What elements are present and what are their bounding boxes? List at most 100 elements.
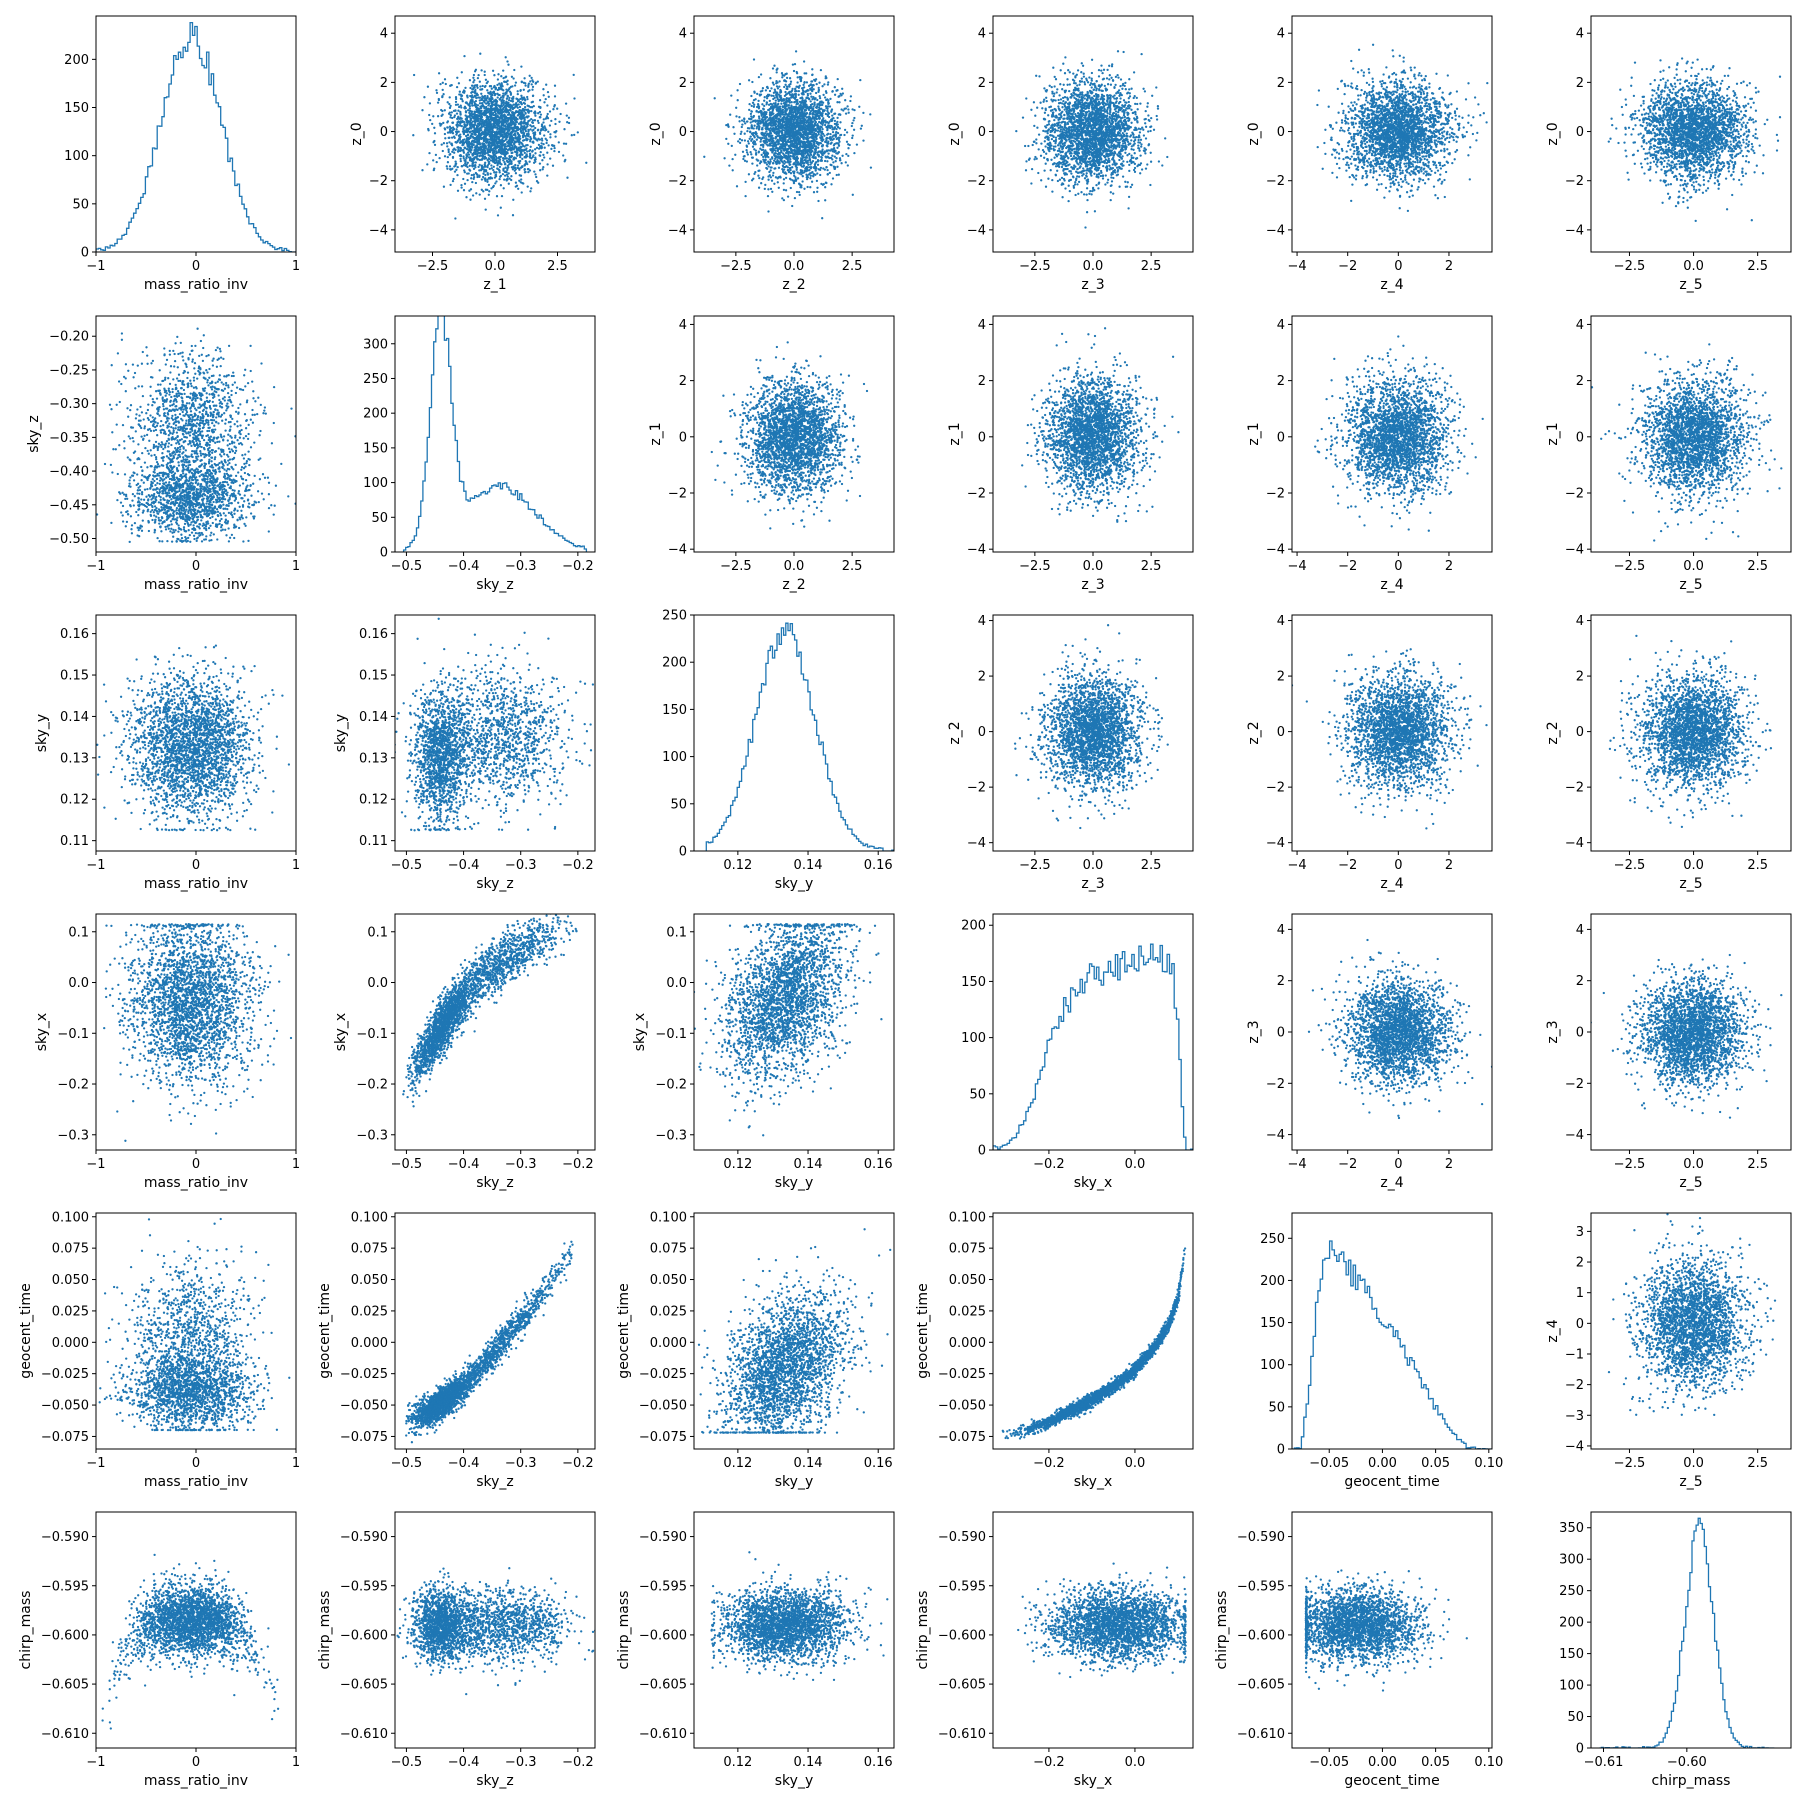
scatter-point	[434, 144, 436, 146]
scatter-point	[771, 117, 773, 119]
scatter-point	[510, 139, 512, 141]
scatter-point	[452, 178, 454, 180]
scatter-point	[489, 120, 491, 122]
scatter-point	[493, 123, 495, 125]
scatter-point	[501, 195, 503, 197]
scatter-point	[440, 109, 442, 111]
scatter-point	[491, 149, 493, 151]
scatter-point	[754, 143, 756, 145]
scatter-point	[785, 177, 787, 179]
scatter-point	[489, 85, 491, 87]
scatter-point	[510, 152, 512, 154]
scatter-point	[432, 115, 434, 117]
scatter-point	[523, 77, 525, 79]
scatter-point	[825, 156, 827, 158]
scatter-point	[474, 124, 476, 126]
scatter-point	[834, 155, 836, 157]
scatter-point	[776, 81, 778, 83]
scatter-point	[503, 178, 505, 180]
scatter-point	[500, 75, 502, 77]
y-tick-label: 0	[81, 246, 89, 261]
scatter-point	[435, 89, 437, 91]
scatter-point	[429, 102, 431, 104]
scatter-point	[817, 164, 819, 166]
scatter-point	[827, 115, 829, 117]
scatter-point	[480, 93, 482, 95]
scatter-point	[484, 177, 486, 179]
scatter-point	[540, 151, 542, 153]
scatter-point	[839, 121, 841, 123]
scatter-point	[514, 136, 516, 138]
scatter-point	[488, 194, 490, 196]
scatter-point	[501, 128, 503, 130]
scatter-point	[508, 97, 510, 99]
scatter-point	[462, 178, 464, 180]
scatter-point	[811, 68, 813, 70]
scatter-point	[819, 150, 821, 152]
scatter-point	[783, 182, 785, 184]
scatter-point	[782, 152, 784, 154]
scatter-point	[739, 138, 741, 140]
scatter-point	[749, 138, 751, 140]
scatter-point	[526, 96, 528, 98]
scatter-point	[492, 70, 494, 72]
scatter-point	[527, 90, 529, 92]
scatter-point	[767, 210, 769, 212]
scatter-point	[497, 104, 499, 106]
scatter-point	[522, 125, 524, 127]
scatter-point	[543, 94, 545, 96]
scatter-point	[486, 181, 488, 183]
scatter-point	[802, 162, 804, 164]
scatter-point	[493, 74, 495, 76]
scatter-point	[552, 145, 554, 147]
scatter-point	[467, 137, 469, 139]
scatter-point	[566, 121, 568, 123]
scatter-point	[791, 166, 793, 168]
scatter-point	[452, 180, 454, 182]
scatter-point	[847, 108, 849, 110]
scatter-point	[517, 90, 519, 92]
scatter-point	[818, 116, 820, 118]
scatter-point	[529, 156, 531, 158]
scatter-point	[563, 128, 565, 130]
scatter-point	[838, 174, 840, 176]
scatter-point	[818, 106, 820, 108]
scatter-point	[455, 131, 457, 133]
scatter-point	[786, 143, 788, 145]
scatter-point	[534, 173, 536, 175]
scatter-point	[792, 163, 794, 165]
scatter-point	[777, 181, 779, 183]
scatter-point	[826, 133, 828, 135]
scatter-point	[764, 184, 766, 186]
scatter-point	[539, 169, 541, 171]
scatter-point	[752, 116, 754, 118]
scatter-point	[500, 207, 502, 209]
scatter-point	[795, 95, 797, 97]
scatter-point	[810, 83, 812, 85]
scatter-point	[490, 99, 492, 101]
scatter-point	[486, 129, 488, 131]
scatter-point	[448, 103, 450, 105]
scatter-point	[515, 172, 517, 174]
scatter-point	[801, 101, 803, 103]
scatter-point	[523, 169, 525, 171]
scatter-point	[756, 139, 758, 141]
scatter-point	[461, 71, 463, 73]
scatter-point	[824, 186, 826, 188]
scatter-point	[436, 161, 438, 163]
scatter-point	[553, 150, 555, 152]
scatter-point	[785, 189, 787, 191]
scatter-point	[853, 117, 855, 119]
scatter-point	[454, 165, 456, 167]
scatter-point	[483, 113, 485, 115]
scatter-point	[493, 158, 495, 160]
scatter-point	[498, 178, 500, 180]
scatter-point	[480, 132, 482, 134]
scatter-point	[487, 104, 489, 106]
scatter-point	[486, 122, 488, 124]
scatter-point	[493, 166, 495, 168]
scatter-point	[467, 134, 469, 136]
scatter-point	[849, 100, 851, 102]
scatter-point	[498, 168, 500, 170]
scatter-point	[491, 105, 493, 107]
